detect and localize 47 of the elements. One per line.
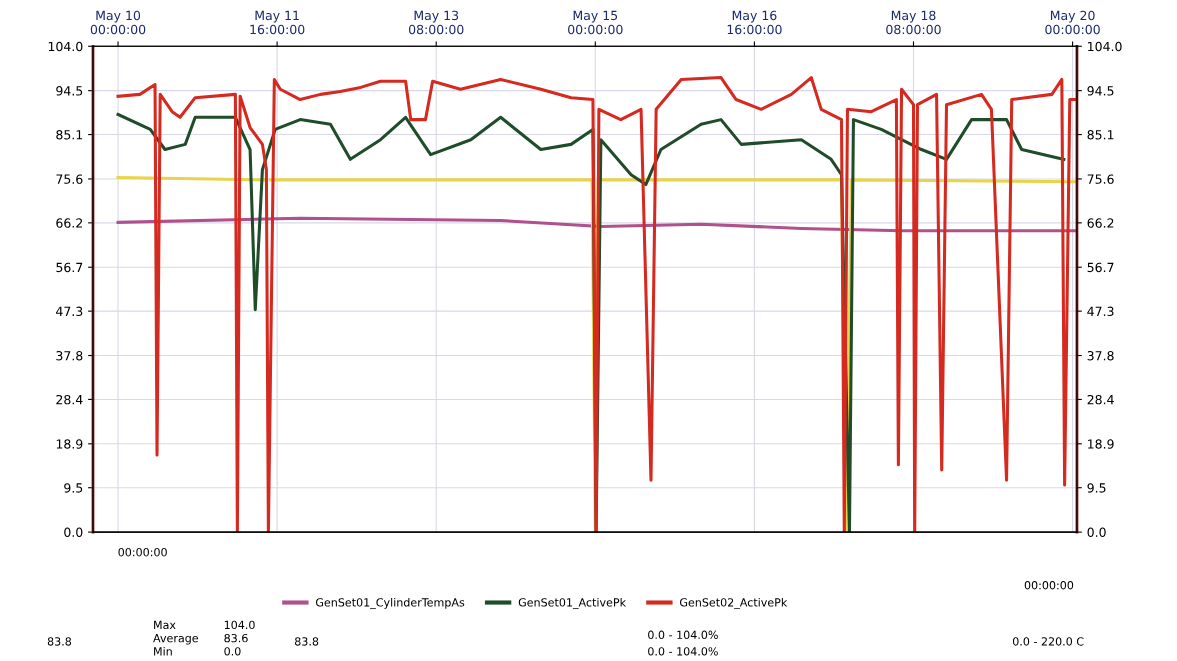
- text: Average: [153, 634, 199, 645]
- y2-tick-label: 37.8: [1087, 350, 1114, 361]
- x-tick-label: May 18 08:00:00: [886, 10, 941, 35]
- x-tick-label: May 11 16:00:00: [250, 10, 305, 35]
- text: Max: [154, 620, 176, 630]
- x-tick-label: May 15 00:00:00: [568, 10, 623, 35]
- text: 00:00:00: [118, 547, 167, 557]
- y-tick-label: 94.5: [56, 86, 83, 96]
- legend-label: GenSet02_ActivePk: [680, 597, 788, 610]
- text: 83.8: [47, 637, 72, 646]
- y-tick-label: 75.6: [56, 174, 83, 184]
- y2-tick-label: 47.3: [1087, 306, 1114, 317]
- y2-tick-label: 56.7: [1087, 262, 1114, 273]
- y-tick-label: 56.7: [56, 262, 83, 273]
- y-tick-label: 47.3: [56, 306, 83, 317]
- text: 0.0 - 104.0%: [648, 630, 718, 640]
- x-tick-label: May 13 08:00:00: [408, 10, 464, 35]
- x-tick-label: May 16 16:00:00: [727, 10, 782, 35]
- y-tick-label: 85.1: [56, 130, 83, 140]
- y-tick-label: 37.8: [56, 350, 83, 361]
- text: Min: [154, 646, 172, 656]
- text: 83.8: [295, 637, 319, 646]
- y2-tick-label: 75.6: [1087, 174, 1114, 184]
- text: 0.0 - 104.0%: [648, 647, 718, 656]
- y2-tick-label: 104.0: [1088, 41, 1122, 52]
- y-tick-label: 28.4: [56, 394, 83, 405]
- y-tick-label: 18.9: [56, 439, 83, 449]
- x-tick-label: May 10 00:00:00: [90, 10, 146, 35]
- y2-tick-label: 85.1: [1087, 130, 1114, 140]
- y2-tick-label: 66.2: [1087, 218, 1114, 228]
- x-tick-label: May 20 00:00:00: [1045, 10, 1100, 35]
- y-tick-label: 0.0: [64, 527, 83, 538]
- legend-label: GenSet01_ActivePk: [518, 597, 627, 610]
- y2-tick-label: 0.0: [1087, 527, 1106, 538]
- y2-tick-label: 18.9: [1088, 439, 1114, 449]
- y-tick-label: 104.0: [48, 41, 83, 52]
- legend-label: GenSet01_CylinderTempAs: [315, 597, 465, 610]
- y-tick-label: 66.2: [56, 218, 83, 228]
- y2-tick-label: 28.4: [1087, 394, 1114, 405]
- text: 83.6: [224, 633, 248, 643]
- y2-tick-label: 94.5: [1087, 86, 1114, 96]
- text: 00:00:00: [1024, 581, 1074, 590]
- text: 0.0: [224, 647, 241, 656]
- y-tick-label: 9.5: [64, 483, 83, 493]
- text: 0.0 - 220.0 C: [1012, 637, 1084, 646]
- y2-tick-label: 9.5: [1087, 483, 1106, 493]
- text: 104.0: [224, 620, 255, 630]
